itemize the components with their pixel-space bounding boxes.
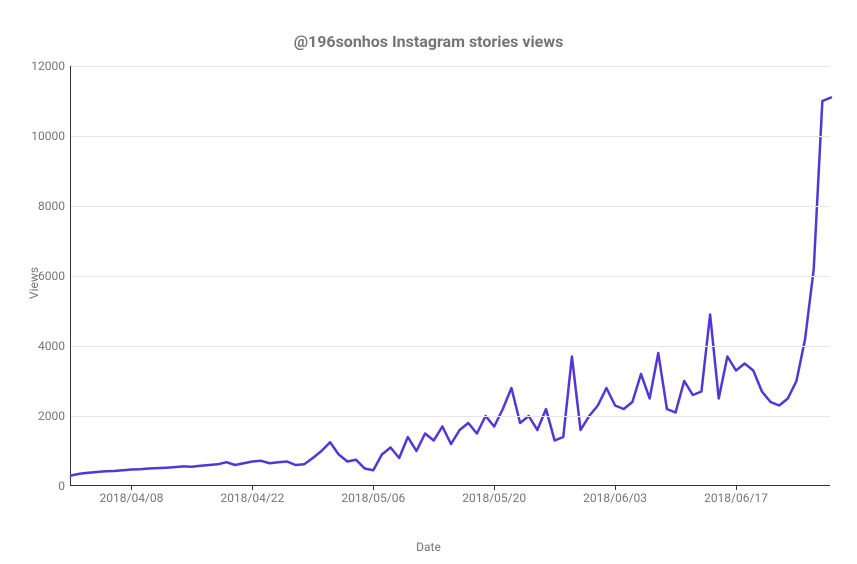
gridline-horizontal (71, 206, 830, 207)
x-tick-label: 2018/05/06 (341, 485, 405, 505)
y-tick-label: 10000 (31, 129, 71, 143)
y-tick-label: 2000 (38, 409, 71, 423)
gridline-horizontal (71, 66, 830, 67)
y-tick-label: 12000 (31, 59, 71, 73)
x-tick-label: 2018/04/22 (220, 485, 284, 505)
x-tick-label: 2018/06/17 (704, 485, 768, 505)
x-tick-label: 2018/05/20 (462, 485, 526, 505)
chart-title: @196sonhos Instagram stories views (0, 32, 857, 51)
y-tick-label: 0 (58, 479, 71, 493)
chart-container: @196sonhos Instagram stories views Views… (0, 0, 857, 564)
y-tick-label: 6000 (38, 269, 71, 283)
chart-plot-area: 0200040006000800010000120002018/04/08201… (70, 66, 830, 486)
y-tick-label: 4000 (38, 339, 71, 353)
gridline-horizontal (71, 346, 830, 347)
data-series-line (71, 98, 831, 476)
x-tick-label: 2018/04/08 (100, 485, 164, 505)
gridline-horizontal (71, 276, 830, 277)
x-tick-label: 2018/06/03 (583, 485, 647, 505)
gridline-horizontal (71, 136, 830, 137)
x-axis-label: Date (0, 540, 857, 554)
gridline-horizontal (71, 416, 830, 417)
y-tick-label: 8000 (38, 199, 71, 213)
